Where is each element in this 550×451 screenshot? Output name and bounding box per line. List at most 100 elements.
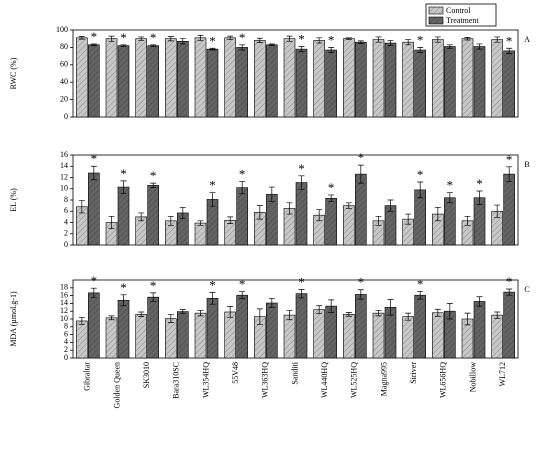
error-bar [387, 199, 394, 212]
significance-marker: * [506, 33, 513, 48]
bar-hatch [76, 320, 88, 358]
significance-marker: * [417, 167, 424, 182]
error-bar [268, 297, 275, 309]
error-bar [286, 202, 293, 215]
bar-hatch [432, 39, 444, 117]
bar-hatch [296, 49, 307, 117]
error-bar [90, 287, 97, 298]
panel-label: B [524, 160, 529, 169]
bar-hatch [385, 43, 396, 117]
error-bar [239, 291, 246, 300]
y-tick-label: 10 [60, 184, 68, 193]
error-bar [506, 47, 513, 54]
significance-marker: * [328, 180, 335, 195]
error-bar [405, 213, 412, 225]
error-bar [345, 312, 352, 317]
bar-hatch [355, 42, 367, 117]
bar-hatch [414, 295, 426, 358]
error-bar [256, 37, 263, 43]
bar-hatch [236, 47, 248, 117]
legend-label: Control [446, 6, 471, 15]
y-tick-label: 6 [64, 206, 68, 215]
error-bar [268, 186, 275, 203]
error-bar [90, 43, 97, 47]
bar-hatch [88, 173, 100, 245]
error-bar [328, 47, 335, 53]
error-bar [434, 206, 441, 222]
bar-hatch [76, 37, 88, 117]
significance-marker: * [91, 273, 98, 288]
error-bar [434, 36, 441, 43]
bar-hatch [343, 314, 355, 358]
error-bar [506, 288, 513, 296]
bar-hatch [106, 317, 117, 358]
error-bar [298, 289, 305, 299]
error-bar [120, 294, 127, 307]
error-bar [150, 292, 157, 302]
y-tick-label: 40 [60, 77, 68, 86]
bar-hatch [432, 312, 444, 358]
bar-hatch [118, 300, 129, 358]
error-bar [345, 202, 352, 209]
bar-hatch [296, 182, 307, 245]
bar-hatch [224, 37, 236, 117]
bar-hatch [135, 38, 147, 118]
bar-hatch [147, 185, 159, 245]
error-bar [167, 215, 174, 226]
x-tick-label: Nobillow [468, 362, 477, 392]
significance-marker: * [298, 161, 305, 176]
bar-hatch [343, 38, 355, 118]
bar-hatch [474, 46, 485, 117]
error-bar [179, 206, 186, 219]
error-bar [209, 292, 216, 305]
y-tick-label: 10 [60, 314, 68, 323]
bar-hatch [325, 306, 337, 358]
bar-hatch [474, 301, 485, 358]
error-bar [138, 212, 145, 222]
error-bar [464, 215, 471, 226]
bar-hatch [236, 187, 248, 245]
y-tick-label: 0 [64, 240, 68, 249]
error-bar [108, 35, 115, 42]
bar-hatch [474, 197, 485, 245]
error-bar [316, 209, 323, 222]
significance-marker: * [120, 30, 127, 45]
bar-hatch [147, 45, 159, 117]
error-bar [417, 181, 424, 199]
error-bar [286, 35, 293, 42]
error-bar [357, 289, 364, 300]
bar-hatch [106, 222, 117, 245]
x-tick-label: Gibraltar [83, 362, 92, 391]
bar-hatch [402, 219, 414, 245]
significance-marker: * [328, 32, 335, 47]
bar-hatch [402, 42, 414, 117]
plot-frame [72, 29, 519, 118]
error-bar [227, 306, 234, 318]
bar-hatch [373, 220, 384, 245]
bar-hatch [313, 309, 325, 358]
x-tick-label: WL354HQ [201, 362, 210, 398]
error-bar [476, 190, 483, 205]
bar-hatch [462, 220, 473, 245]
significance-marker: * [91, 29, 98, 44]
bar-hatch [165, 318, 177, 358]
significance-marker: * [150, 30, 157, 45]
error-bar [494, 204, 501, 218]
error-bar [286, 310, 293, 321]
error-bar [494, 311, 501, 319]
legend-hatch [429, 17, 443, 24]
error-bar [150, 44, 157, 47]
x-tick-label: WL440HQ [320, 362, 329, 398]
significance-marker: * [358, 150, 365, 165]
bar-hatch [135, 314, 147, 358]
bar-hatch [266, 194, 278, 245]
error-bar [375, 215, 382, 226]
y-tick-label: 8 [64, 322, 68, 331]
y-axis-label: RWC (%) [9, 57, 18, 89]
significance-marker: * [417, 276, 424, 291]
y-tick-label: 60 [60, 60, 68, 69]
error-bar [78, 317, 85, 325]
y-tick-label: 0 [64, 353, 68, 362]
